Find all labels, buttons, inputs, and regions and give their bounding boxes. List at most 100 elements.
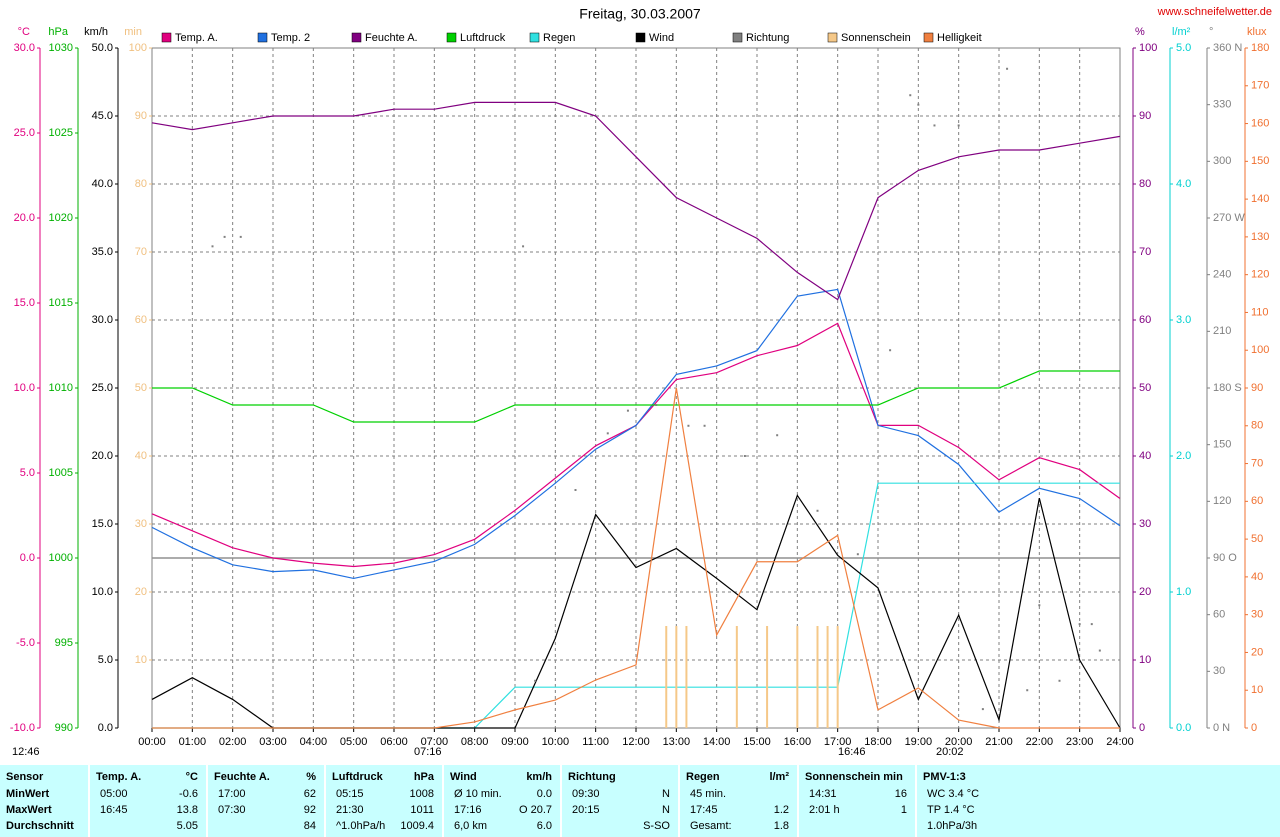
y-tick-label: 100 [1139, 42, 1157, 54]
legend-swatch [732, 32, 743, 43]
direction-dot [1038, 604, 1041, 607]
y-tick-label: -5.0 [16, 637, 35, 649]
x-tick-label: 00:00 [138, 736, 166, 748]
y-tick-label: 3.0 [1176, 314, 1191, 326]
x-tick-label: 24:00 [1106, 736, 1134, 748]
y-tick-label: 60 [135, 314, 147, 326]
legend-label: Wind [649, 32, 674, 44]
y-tick-label: 20 [135, 586, 147, 598]
cell-right: 1.8 [773, 820, 789, 832]
x-tick-label: 11:00 [582, 736, 609, 748]
y-tick-label: 5.0 [98, 654, 113, 666]
cell-left: 16:45 [100, 804, 128, 816]
x-tick-label: 21:00 [985, 736, 1013, 748]
y-tick-label: 50 [1251, 533, 1263, 545]
y-tick-label: 20.0 [14, 212, 35, 224]
y-tick-label: 40 [1139, 450, 1151, 462]
y-tick-label: 995 [55, 637, 73, 649]
column-header: Feuchte A. [214, 771, 270, 783]
legend-swatch [923, 32, 934, 43]
cell-left: 20:15 [572, 804, 600, 816]
y-tick-label: 50.0 [92, 42, 113, 54]
direction-dot [1098, 649, 1101, 652]
cell-right: 1008 [409, 788, 434, 800]
y-tick-label: 0 N [1213, 722, 1230, 734]
x-tick-label: 08:00 [461, 736, 489, 748]
y-tick-label: 0.0 [20, 552, 35, 564]
y-tick-label: 20 [1139, 586, 1151, 598]
y-tick-label: 210 [1213, 325, 1231, 337]
direction-dot [776, 434, 779, 437]
direction-dot [522, 245, 525, 248]
y-tick-label: 10 [1251, 684, 1263, 696]
x-tick-label: 22:00 [1026, 736, 1054, 748]
x-tick-label: 12:00 [622, 736, 650, 748]
y-tick-label: 70 [135, 246, 147, 258]
direction-dot [981, 708, 984, 711]
direction-dot [889, 349, 892, 352]
cell-right: O 20.7 [518, 804, 552, 816]
table-column: Temp. A. °C 05:00 -0.6 16:45 13.8 5.05 [88, 765, 206, 837]
y-tick-label: 150 [1251, 155, 1269, 167]
direction-dot [917, 103, 920, 106]
legend-swatch [161, 32, 172, 43]
direction-dot [606, 432, 609, 435]
column-header: Temp. A. [96, 771, 142, 783]
y-tick-label: 15.0 [92, 518, 113, 530]
cell-left: WC 3.4 °C [927, 788, 980, 800]
direction-dot [534, 679, 537, 682]
y-tick-label: 4.0 [1176, 178, 1191, 190]
y-tick-label: 10 [135, 654, 147, 666]
sunshine-bar [766, 626, 769, 728]
cell-right: -0.6 [179, 788, 198, 800]
cell-left: MaxWert [6, 804, 52, 816]
cell-right: 16 [894, 788, 907, 800]
x-tick-label: 18:00 [864, 736, 892, 748]
y-tick-label: 990 [55, 722, 73, 734]
axis-unit: ° [1209, 26, 1213, 38]
cell-right: 0.0 [536, 788, 552, 800]
column-header: Sensor [6, 771, 44, 783]
y-tick-label: -10.0 [10, 722, 35, 734]
direction-dot [239, 235, 242, 238]
y-tick-label: 1020 [49, 212, 73, 224]
y-tick-label: 1010 [49, 382, 73, 394]
cell-left: 17:45 [690, 804, 718, 816]
cell-left: 05:00 [100, 788, 128, 800]
column-unit: km/h [526, 771, 552, 783]
y-tick-label: 180 [1251, 42, 1269, 54]
table-column: Wind km/h Ø 10 min. 0.0 17:16 O 20.7 6,0 km 6.0 [442, 765, 560, 837]
column-unit: % [306, 771, 316, 783]
x-tick-label: 16:00 [784, 736, 812, 748]
y-tick-label: 150 [1213, 439, 1231, 451]
y-tick-label: 240 [1213, 269, 1231, 281]
table-column: Sonnenschein min 14:31 16 2:01 h 1 [797, 765, 915, 837]
sunshine-bar [826, 626, 829, 728]
cell-left: 17:16 [454, 804, 482, 816]
table-column: Richtung 09:30 N 20:15 N S-SO [560, 765, 678, 837]
cell-left: TP 1.4 °C [927, 804, 975, 816]
y-tick-label: 40 [1251, 571, 1263, 583]
column-unit: l/m² [769, 771, 789, 783]
y-tick-label: 120 [1213, 495, 1231, 507]
legend-label: Temp. A. [175, 32, 218, 44]
series-line [151, 288, 1121, 580]
y-tick-label: 1000 [49, 552, 73, 564]
cell-left: 1.0hPa/3h [927, 820, 978, 832]
direction-dot [1078, 623, 1081, 626]
summary-table: Sensor MinWert MaxWert Durchschnitt Temp. A.… [0, 765, 1280, 837]
cell-right: 1.2 [773, 804, 789, 816]
cell-right: 1009.4 [400, 820, 434, 832]
annotation: 16:46 [838, 746, 866, 758]
y-tick-label: 50 [1139, 382, 1151, 394]
y-tick-label: 15.0 [14, 297, 35, 309]
cell-left: 45 min. [690, 788, 727, 800]
x-tick-label: 19:00 [905, 736, 933, 748]
sunshine-bar [665, 626, 668, 728]
legend-swatch [635, 32, 646, 43]
table-column: Sensor MinWert MaxWert Durchschnitt [0, 765, 88, 837]
cell-left: Gesamt: [690, 820, 732, 832]
column-header: Wind [450, 771, 477, 783]
direction-dot [211, 245, 214, 248]
y-tick-label: 20.0 [92, 450, 113, 462]
